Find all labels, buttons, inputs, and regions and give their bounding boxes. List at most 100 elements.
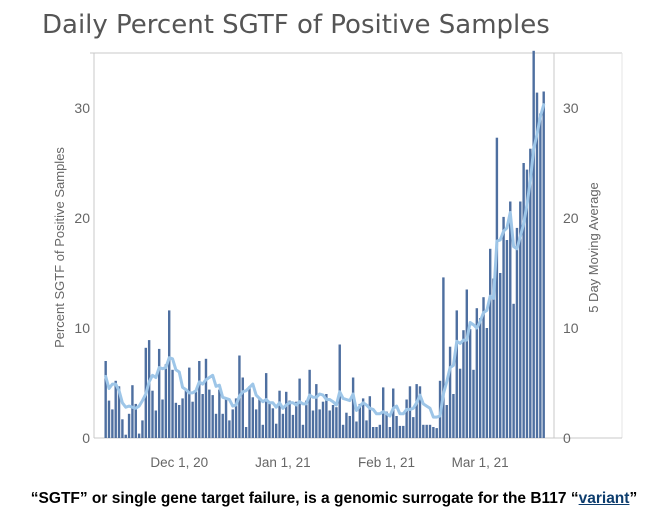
bar — [258, 399, 261, 438]
bar — [111, 409, 114, 438]
caption-text: “SGTF” or single gene target failure, is… — [30, 490, 579, 507]
bar — [285, 391, 288, 438]
bar — [194, 391, 198, 438]
bar — [522, 163, 525, 438]
bar — [402, 425, 405, 438]
bar — [218, 389, 221, 438]
bar — [472, 369, 475, 438]
bar — [532, 50, 535, 439]
bar — [261, 424, 265, 438]
x-tick-label: Dec 1, 20 — [150, 455, 208, 470]
bar — [458, 368, 462, 438]
bar — [371, 427, 375, 438]
y-tick-left: 10 — [74, 320, 90, 336]
bar — [224, 399, 228, 438]
bar — [268, 403, 271, 438]
y-tick-right: 20 — [563, 210, 579, 226]
bar — [131, 385, 134, 438]
x-tick-label: Mar 1, 21 — [452, 455, 509, 470]
bar — [234, 398, 238, 438]
bar — [385, 411, 388, 438]
bar — [164, 364, 168, 438]
bar — [121, 419, 124, 438]
bar — [181, 398, 184, 438]
bar — [178, 405, 181, 438]
bar — [228, 420, 231, 438]
bar — [295, 401, 298, 438]
bar — [114, 380, 117, 438]
bar — [278, 390, 281, 438]
moving-average-line — [104, 103, 546, 419]
bar — [315, 384, 318, 438]
bar — [341, 424, 345, 438]
bar — [141, 420, 144, 438]
bar — [455, 310, 458, 438]
bar — [241, 377, 244, 438]
bar — [188, 367, 191, 438]
bar — [151, 390, 154, 438]
bar — [525, 169, 529, 438]
bar — [211, 395, 214, 438]
bar — [358, 403, 361, 438]
bar — [452, 394, 455, 438]
bar — [415, 384, 418, 438]
bar — [519, 201, 522, 438]
bar — [448, 346, 452, 438]
bar — [535, 92, 539, 438]
bar — [298, 378, 301, 438]
bar — [512, 303, 515, 438]
bar — [515, 227, 519, 438]
bar — [331, 405, 335, 438]
y-tick-right: 0 — [563, 430, 571, 446]
bar — [502, 216, 505, 438]
bar — [171, 369, 174, 438]
bar — [422, 424, 425, 438]
bar — [291, 414, 295, 438]
bar — [248, 386, 251, 438]
bar — [398, 425, 402, 438]
bar — [485, 328, 489, 438]
bar — [495, 137, 499, 438]
bar — [355, 421, 358, 438]
bar — [435, 428, 438, 438]
caption-text-end: ” — [629, 490, 638, 507]
bar — [395, 416, 398, 438]
bar — [134, 403, 137, 438]
bar — [174, 402, 178, 438]
bar — [445, 405, 448, 438]
bar — [281, 413, 285, 438]
bar — [499, 273, 502, 438]
bar — [311, 410, 315, 438]
bar — [275, 423, 278, 438]
bar — [251, 397, 254, 438]
bar — [157, 348, 161, 438]
bar — [539, 113, 542, 438]
bar — [348, 416, 351, 438]
bar — [351, 377, 355, 438]
bar — [489, 248, 492, 438]
bar — [161, 399, 164, 438]
bar — [505, 240, 509, 438]
bar — [361, 398, 365, 438]
y-tick-right: 30 — [563, 100, 579, 116]
bar — [305, 400, 308, 438]
bar — [492, 278, 495, 438]
bar — [104, 361, 107, 438]
bar — [244, 427, 248, 438]
bar — [378, 424, 382, 438]
y-tick-left: 0 — [82, 430, 90, 446]
bar — [264, 373, 268, 438]
bar — [318, 409, 321, 438]
bar — [201, 394, 204, 438]
bar — [214, 413, 218, 438]
caption-link-variant[interactable]: variant — [578, 490, 630, 507]
bar — [221, 413, 224, 438]
bar — [184, 388, 188, 438]
bar — [412, 417, 415, 438]
bar — [301, 424, 305, 438]
bar — [117, 386, 121, 438]
y-tick-left: 30 — [74, 100, 90, 116]
bar — [425, 424, 428, 438]
bar — [335, 407, 338, 438]
bar — [345, 412, 348, 438]
